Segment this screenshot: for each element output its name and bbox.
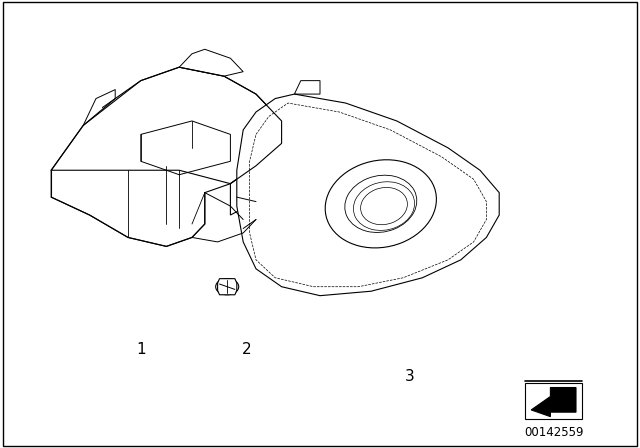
Ellipse shape [325,160,436,248]
Polygon shape [230,143,282,215]
Polygon shape [218,279,237,295]
Polygon shape [179,49,243,76]
Ellipse shape [345,175,417,233]
Polygon shape [237,94,499,296]
Text: 00142559: 00142559 [524,426,583,439]
Text: 2: 2 [241,342,252,357]
Text: 1: 1 [136,342,146,357]
Polygon shape [51,67,282,246]
Text: 3: 3 [404,369,415,384]
Polygon shape [531,388,576,417]
